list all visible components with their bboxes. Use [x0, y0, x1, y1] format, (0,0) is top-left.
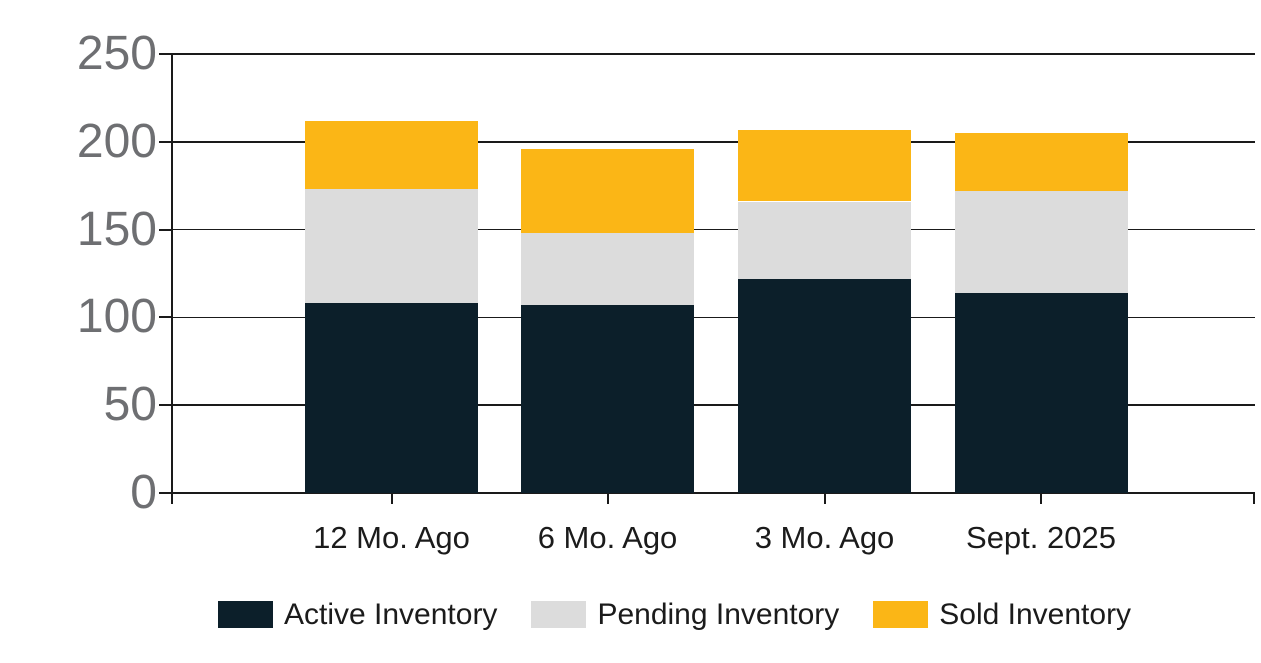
gridline-50 — [172, 404, 1255, 406]
bar-segment-active-inventory-2 — [521, 305, 694, 493]
x-axis-right-end-tick — [1253, 493, 1255, 504]
y-axis-tick-250 — [159, 53, 172, 55]
bar-segment-pending-inventory-4 — [954, 190, 1128, 293]
legend-label: Pending Inventory — [597, 598, 840, 631]
x-axis-category-label: 3 Mo. Ago — [754, 520, 895, 555]
legend-item-active-inventory: Active Inventory — [218, 598, 497, 631]
x-axis-tick-2 — [606, 493, 609, 504]
y-axis-tick-label: 150 — [76, 202, 157, 256]
y-axis-tick-100 — [159, 316, 172, 319]
legend-item-sold-inventory: Sold Inventory — [873, 598, 1131, 631]
gridline-100 — [172, 316, 1255, 319]
y-axis-tick-label: 50 — [103, 378, 157, 432]
y-axis-tick-label: 100 — [76, 290, 157, 344]
legend-swatch-sold-inventory — [873, 601, 929, 628]
gridline-150 — [172, 228, 1255, 231]
bar-segment-sold-inventory-3 — [738, 129, 911, 202]
y-axis-tick-label: 200 — [76, 114, 157, 168]
bar-segment-pending-inventory-3 — [738, 201, 911, 279]
bar-segment-active-inventory-4 — [954, 292, 1128, 493]
y-axis-tick-200 — [159, 140, 172, 143]
legend-label: Active Inventory — [284, 598, 498, 631]
y-axis-tick-label: 0 — [130, 466, 157, 519]
x-axis-category-label: 6 Mo. Ago — [537, 520, 678, 555]
bar-segment-active-inventory-3 — [738, 278, 911, 493]
y-axis-tick-0 — [159, 492, 172, 494]
y-axis-tick-50 — [159, 404, 172, 407]
legend-label: Sold Inventory — [939, 598, 1132, 631]
legend-swatch-active-inventory — [218, 601, 273, 628]
x-axis-tick-1 — [390, 493, 393, 504]
x-axis-category-label: 12 Mo. Ago — [313, 520, 470, 555]
bar-segment-sold-inventory-2 — [521, 148, 694, 234]
gridline-200 — [172, 141, 1255, 143]
x-axis-left-end-tick — [171, 493, 173, 504]
x-axis-tick-4 — [1040, 493, 1042, 504]
bar-segment-sold-inventory-1 — [305, 120, 478, 190]
legend-swatch-pending-inventory — [531, 601, 587, 628]
bar-segment-pending-inventory-2 — [521, 233, 694, 306]
x-axis-tick-3 — [823, 493, 826, 504]
y-axis-line — [171, 54, 173, 493]
bar-segment-sold-inventory-4 — [954, 133, 1128, 191]
bar-segment-pending-inventory-1 — [305, 189, 478, 304]
legend-item-pending-inventory: Pending Inventory — [531, 598, 839, 631]
chart-legend: Active Inventory Pending Inventory Sold In… — [218, 598, 1131, 631]
gridline-0 — [172, 492, 1255, 494]
y-axis-tick-150 — [159, 228, 172, 231]
gridline-250 — [172, 53, 1255, 55]
x-axis-category-label: Sept. 2025 — [966, 520, 1116, 555]
bar-segment-active-inventory-1 — [305, 303, 478, 493]
y-axis-tick-label: 250 — [76, 27, 157, 80]
